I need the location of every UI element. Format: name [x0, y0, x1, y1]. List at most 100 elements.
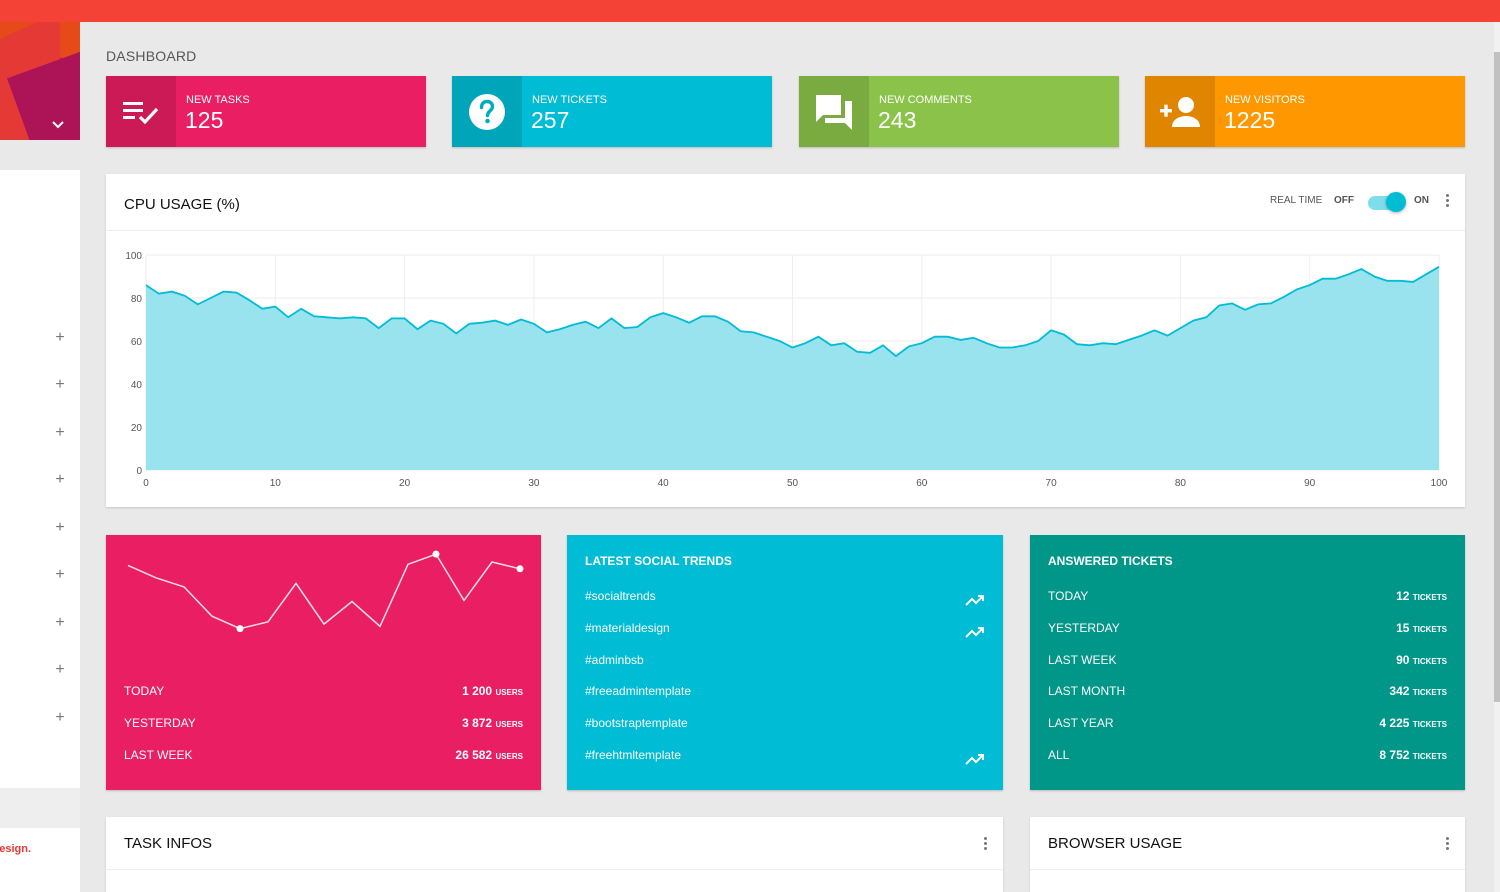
info-box-value: 125 — [185, 107, 224, 133]
info-box-new-tickets[interactable]: NEW TICKETS 257 — [452, 76, 772, 147]
x-tick-label: 0 — [143, 478, 149, 489]
cpu-usage-area — [146, 266, 1439, 470]
x-tick-label: 90 — [1304, 478, 1316, 489]
row-label: YESTERDAY — [1048, 620, 1120, 635]
sidebar-expand-icon[interactable]: + — [55, 424, 65, 441]
card-title: CPU USAGE (%) — [124, 196, 240, 213]
realtime-label: REAL TIME — [1270, 195, 1323, 206]
sidebar-expand-icon[interactable]: + — [55, 519, 65, 536]
info-box-new-visitors[interactable]: NEW VISITORS 1225 — [1145, 76, 1465, 147]
row-label: LAST WEEK — [1048, 652, 1117, 667]
scrollbar-thumb[interactable] — [1494, 52, 1500, 702]
card-header: CPU USAGE (%) REAL TIME OFF ON — [106, 174, 1465, 231]
trend-tag-link[interactable]: #bootstraptemplate — [585, 716, 688, 731]
row-label: ALL — [1048, 748, 1070, 762]
row-label: YESTERDAY — [124, 716, 196, 730]
row-value-unit: USERS — [495, 688, 523, 697]
card-title: LATEST SOCIAL TRENDS — [585, 554, 732, 568]
row-value-unit: TICKETS — [1412, 752, 1447, 761]
browser-usage-card: BROWSER USAGE — [1030, 817, 1465, 892]
sidebar-expand-icon[interactable]: + — [55, 329, 65, 346]
sidebar-expand-icon[interactable]: + — [55, 709, 65, 726]
chevron-down-icon[interactable] — [50, 116, 66, 132]
sidebar: + + + + + + + + + ial Design. — [0, 22, 80, 892]
sidebar-expand-icon[interactable]: + — [55, 614, 65, 631]
row-value-number: 4 225 — [1379, 716, 1410, 731]
playlist-add-check-icon — [106, 76, 176, 147]
answered-tickets-card: ANSWERED TICKETS TODAY 12 TICKETS YESTERDA… — [1030, 535, 1465, 790]
users-sparkline-line — [127, 553, 521, 630]
y-tick-label: 60 — [131, 337, 143, 348]
sparkline-point — [236, 625, 244, 633]
info-box-value: 1225 — [1224, 107, 1276, 133]
more-vert-icon[interactable] — [984, 837, 988, 851]
forum-icon — [799, 76, 869, 147]
row-value-number: 342 — [1389, 684, 1410, 699]
trend-tag-link[interactable]: #socialtrends — [585, 589, 656, 603]
task-infos-card: TASK INFOS — [106, 817, 1003, 892]
trend-tag-link[interactable]: #materialdesign — [585, 620, 670, 635]
sidebar-footer-divider — [0, 788, 80, 828]
trend-tag-link[interactable]: #freeadmintemplate — [585, 684, 692, 699]
card-title: BROWSER USAGE — [1048, 835, 1183, 852]
x-tick-label: 50 — [787, 478, 799, 489]
help-icon — [452, 76, 522, 147]
sidebar-expand-icon[interactable]: + — [55, 376, 65, 393]
row-value-number: 3 872 — [462, 716, 493, 730]
row-value: 8 752 TICKETS — [1379, 748, 1447, 762]
info-box-label: NEW TICKETS — [532, 94, 607, 106]
row-value: 1 200 USERS — [462, 684, 523, 698]
row-value: 12 TICKETS — [1396, 589, 1447, 603]
realtime-toggle-knob[interactable] — [1386, 192, 1406, 212]
info-box-label: NEW VISITORS — [1225, 94, 1305, 106]
x-tick-label: 100 — [1431, 478, 1448, 489]
x-tick-label: 40 — [658, 478, 670, 489]
footer-credit-text: ial Design. — [0, 843, 32, 855]
page-scrollbar[interactable] — [1494, 22, 1500, 892]
info-box-value: 257 — [531, 107, 570, 133]
users-sparkline-chart — [127, 550, 524, 633]
row-value-number: 8 752 — [1379, 748, 1410, 762]
row-value-unit: TICKETS — [1412, 593, 1447, 602]
y-tick-label: 40 — [131, 380, 143, 391]
row-value: 26 582 USERS — [455, 748, 523, 762]
row-value: 4 225 TICKETS — [1379, 716, 1447, 730]
sparkline-point — [516, 565, 524, 573]
row-value: 15 TICKETS — [1396, 621, 1447, 635]
row-value-unit: TICKETS — [1412, 656, 1447, 666]
x-tick-label: 10 — [270, 478, 282, 489]
cpu-usage-chart: 0 10 20 30 40 50 60 70 80 90 100 0 20 40 60 80 100 — [125, 251, 1448, 489]
user-info-banner — [0, 22, 80, 140]
y-tick-label: 0 — [136, 466, 142, 477]
cpu-usage-card: CPU USAGE (%) REAL TIME OFF ON 0 10 20 30 40… — [106, 174, 1465, 507]
trend-tag-link[interactable]: #adminbsb — [585, 652, 644, 667]
row-value-number: 1 200 — [462, 684, 493, 698]
row-value-unit: TICKETS — [1412, 688, 1447, 698]
y-tick-label: 80 — [131, 294, 143, 305]
top-navbar — [0, 0, 1500, 22]
row-value-number: 15 — [1396, 620, 1410, 635]
sidebar-expand-icon[interactable]: + — [55, 566, 65, 583]
row-label: LAST MONTH — [1048, 684, 1126, 699]
info-box-new-tasks[interactable]: NEW TASKS 125 — [106, 76, 426, 147]
more-vert-icon[interactable] — [1446, 194, 1450, 208]
row-label: TODAY — [124, 684, 165, 698]
more-vert-icon[interactable] — [1446, 837, 1450, 851]
sidebar-divider — [0, 140, 80, 170]
cpu-usage-line — [145, 266, 1440, 358]
row-value-unit: TICKETS — [1412, 720, 1447, 730]
realtime-on-label: ON — [1414, 195, 1429, 206]
sidebar-expand-icon[interactable]: + — [55, 661, 65, 678]
x-tick-label: 70 — [1046, 478, 1058, 489]
trend-tag-link[interactable]: #freehtmltemplate — [585, 748, 682, 762]
sidebar-expand-icon[interactable]: + — [55, 471, 65, 488]
info-box-new-comments[interactable]: NEW COMMENTS 243 — [799, 76, 1119, 147]
info-box-value: 243 — [878, 107, 917, 133]
info-box-label: NEW TASKS — [186, 94, 250, 106]
info-box-label: NEW COMMENTS — [879, 94, 972, 106]
x-tick-label: 30 — [528, 478, 540, 489]
row-value-unit: USERS — [495, 752, 523, 761]
row-label: TODAY — [1048, 589, 1089, 603]
trending-up-icon — [965, 626, 984, 638]
page-title: DASHBOARD — [106, 48, 197, 64]
